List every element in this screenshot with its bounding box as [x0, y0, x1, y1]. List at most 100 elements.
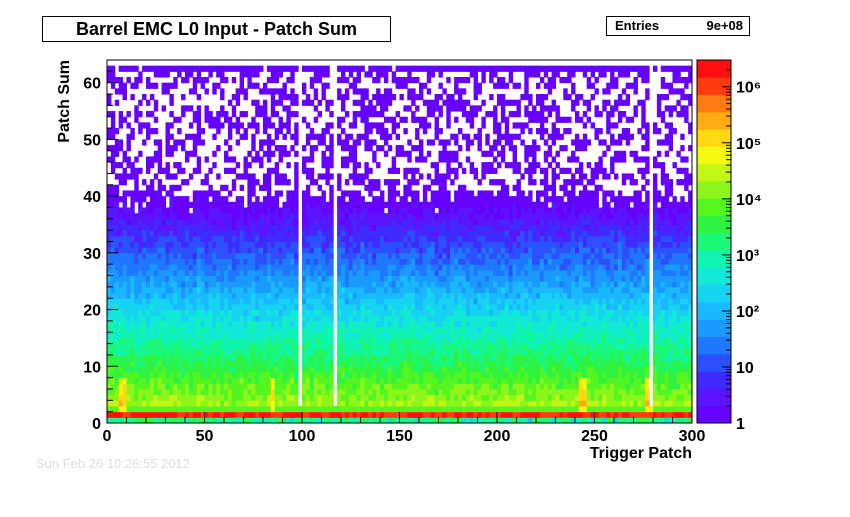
- heatmap-cell: [177, 201, 182, 208]
- heatmap-cell: [387, 332, 393, 339]
- heatmap-cell: [411, 371, 416, 379]
- heatmap-cell: [348, 366, 354, 373]
- heatmap-cell: [344, 65, 350, 72]
- heatmap-cell: [352, 145, 358, 152]
- heatmap-cell: [395, 179, 400, 186]
- heatmap-cell: [481, 366, 486, 373]
- heatmap-cell: [407, 411, 412, 418]
- heatmap-cell: [465, 230, 471, 237]
- heatmap-cell: [383, 326, 389, 333]
- heatmap-cell: [481, 405, 486, 413]
- heatmap-cell: [438, 201, 443, 208]
- heatmap-cell: [169, 94, 174, 101]
- heatmap-cell: [290, 405, 295, 413]
- heatmap-cell: [243, 213, 248, 220]
- heatmap-cell: [473, 332, 478, 339]
- heatmap-cell: [114, 411, 120, 418]
- heatmap-cell: [204, 269, 209, 277]
- heatmap-cell: [130, 173, 135, 180]
- heatmap-cell: [153, 309, 159, 316]
- heatmap-cell: [352, 354, 358, 362]
- heatmap-cell: [259, 184, 264, 191]
- heatmap-cell: [231, 179, 237, 186]
- heatmap-cell: [290, 281, 295, 288]
- heatmap-cell: [224, 235, 229, 242]
- heatmap-cell: [337, 252, 342, 260]
- heatmap-cell: [157, 65, 163, 72]
- heatmap-cell: [216, 298, 221, 305]
- heatmap-cell: [317, 371, 322, 379]
- heatmap-cell: [344, 207, 350, 214]
- heatmap-cell: [477, 230, 482, 237]
- heatmap-cell: [356, 286, 361, 294]
- heatmap-cell: [309, 411, 315, 418]
- heatmap-cell: [270, 77, 276, 84]
- heatmap-cell: [399, 150, 404, 157]
- heatmap-cell: [294, 349, 299, 356]
- heatmap-cell: [243, 218, 248, 225]
- heatmap-cell: [247, 230, 252, 237]
- heatmap-cell: [344, 371, 350, 379]
- heatmap-cell: [344, 332, 350, 339]
- heatmap-cell: [380, 343, 385, 350]
- heatmap-cell: [305, 133, 311, 140]
- heatmap-cell: [126, 162, 131, 169]
- heatmap-cell: [352, 190, 358, 197]
- heatmap-cell: [169, 394, 174, 401]
- heatmap-cell: [126, 326, 131, 333]
- heatmap-cell: [188, 332, 194, 339]
- heatmap-cell: [372, 298, 377, 305]
- heatmap-cell: [348, 247, 354, 254]
- heatmap-cell: [200, 275, 205, 282]
- heatmap-cell: [274, 286, 280, 294]
- heatmap-cell: [259, 371, 264, 379]
- heatmap-cell: [422, 230, 428, 237]
- heatmap-cell: [434, 196, 439, 203]
- heatmap-cell: [278, 377, 283, 384]
- heatmap-cell: [446, 315, 451, 322]
- heatmap-cell: [118, 405, 124, 413]
- heatmap-cell: [321, 201, 326, 208]
- heatmap-cell: [426, 230, 432, 237]
- heatmap-cell: [341, 94, 346, 101]
- heatmap-cell: [157, 343, 163, 350]
- heatmap-cell: [149, 111, 155, 118]
- heatmap-cell: [485, 218, 490, 225]
- heatmap-cell: [372, 388, 377, 396]
- heatmap-cell: [391, 196, 397, 203]
- heatmap-cell: [149, 252, 155, 260]
- heatmap-cell: [153, 349, 159, 356]
- heatmap-cell: [403, 264, 408, 271]
- heatmap-cell: [489, 71, 494, 78]
- heatmap-cell: [485, 65, 490, 72]
- heatmap-cell: [255, 377, 260, 384]
- heatmap-cell: [165, 405, 170, 413]
- heatmap-cell: [426, 315, 432, 322]
- heatmap-cell: [161, 303, 166, 311]
- heatmap-cell: [430, 417, 436, 424]
- heatmap-cell: [309, 82, 315, 89]
- heatmap-cell: [325, 105, 330, 112]
- heatmap-cell: [122, 247, 127, 254]
- heatmap-cell: [220, 269, 225, 277]
- heatmap-cell: [196, 122, 202, 129]
- heatmap-cell: [364, 167, 369, 174]
- heatmap-cell: [325, 264, 330, 271]
- heatmap-cell: [126, 309, 131, 316]
- heatmap-cell: [352, 207, 358, 214]
- heatmap-cell: [376, 337, 381, 345]
- heatmap-cell: [473, 77, 478, 84]
- heatmap-cell: [383, 332, 389, 339]
- heatmap-cell: [329, 162, 334, 169]
- heatmap-cell: [419, 275, 424, 282]
- heatmap-cell: [247, 388, 252, 396]
- heatmap-cell: [294, 139, 299, 146]
- heatmap-cell: [422, 156, 428, 163]
- heatmap-cell: [138, 230, 143, 237]
- heatmap-cell: [181, 292, 186, 299]
- heatmap-cell: [461, 65, 467, 72]
- heatmap-cell: [469, 275, 475, 282]
- heatmap-cell: [165, 388, 170, 396]
- heatmap-cell: [208, 360, 213, 367]
- heatmap-cell: [118, 258, 124, 265]
